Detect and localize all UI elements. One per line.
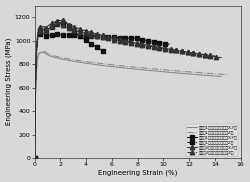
对比例2垂直于堆积方向（X-Y） — [128, 40, 131, 43]
Line: 对比例1垂直于堆积方向（X-Y）: 对比例1垂直于堆积方向（X-Y） — [33, 21, 105, 160]
对比例1平行于堆积方向（Z） — [128, 37, 131, 39]
实施例1平行于堆积方向（Z） — [195, 71, 198, 74]
Line: 实施例1垂直于堆积方向（X-Y）: 实施例1垂直于堆积方向（X-Y） — [34, 52, 221, 158]
对比例2平行于堆积方向（Z） — [128, 41, 131, 44]
对比例2垂直于堆积方向（X-Y） — [195, 53, 198, 55]
对比例1平行于堆积方向（Z） — [33, 157, 36, 159]
Y-axis label: Engineering Stress (MPa): Engineering Stress (MPa) — [6, 38, 12, 125]
Line: 对比例2垂直于堆积方向（X-Y）: 对比例2垂直于堆积方向（X-Y） — [32, 18, 224, 160]
实施例1垂直于堆积方向（X-Y） — [195, 74, 198, 76]
实施例1平行于堆积方向（Z） — [33, 157, 36, 159]
对比例2垂直于堆积方向（X-Y） — [133, 41, 136, 44]
对比例1垂直于堆积方向（X-Y） — [33, 157, 36, 159]
实施例1平行于堆积方向（Z） — [133, 66, 136, 68]
实施例1垂直于堆积方向（X-Y） — [44, 52, 47, 54]
实施例1垂直于堆积方向（X-Y） — [133, 68, 136, 70]
对比例2垂直于堆积方向（X-Y） — [44, 27, 47, 29]
Line: 实施例1平行于堆积方向（Z）: 实施例1平行于堆积方向（Z） — [34, 51, 228, 158]
Legend: 实施例1垂直于堆积方向（X-Y）, 实施例1平行于堆积方向（Z）, 对比例1垂直于堆积方向（X-Y）, 对比例1平行于堆积方向（Z）, 对比例2垂直于堆积方向（: 实施例1垂直于堆积方向（X-Y）, 实施例1平行于堆积方向（Z）, 对比例1垂直… — [186, 124, 238, 156]
对比例2平行于堆积方向（Z） — [195, 52, 198, 55]
X-axis label: Engineering Strain (%): Engineering Strain (%) — [98, 170, 177, 176]
对比例1平行于堆积方向（Z） — [133, 37, 136, 39]
实施例1平行于堆积方向（Z） — [44, 51, 47, 53]
对比例2平行于堆积方向（Z） — [44, 31, 47, 33]
对比例1垂直于堆积方向（X-Y） — [44, 30, 47, 32]
Line: 对比例2平行于堆积方向（Z）: 对比例2平行于堆积方向（Z） — [32, 21, 217, 160]
对比例2平行于堆积方向（Z） — [133, 42, 136, 45]
对比例1平行于堆积方向（Z） — [44, 35, 47, 37]
实施例1垂直于堆积方向（X-Y） — [33, 157, 36, 159]
实施例1垂直于堆积方向（X-Y） — [128, 67, 131, 70]
对比例2平行于堆积方向（Z） — [33, 157, 36, 159]
Line: 对比例1平行于堆积方向（Z）: 对比例1平行于堆积方向（Z） — [33, 32, 172, 160]
对比例2垂直于堆积方向（X-Y） — [33, 157, 36, 159]
实施例1平行于堆积方向（Z） — [128, 66, 131, 68]
